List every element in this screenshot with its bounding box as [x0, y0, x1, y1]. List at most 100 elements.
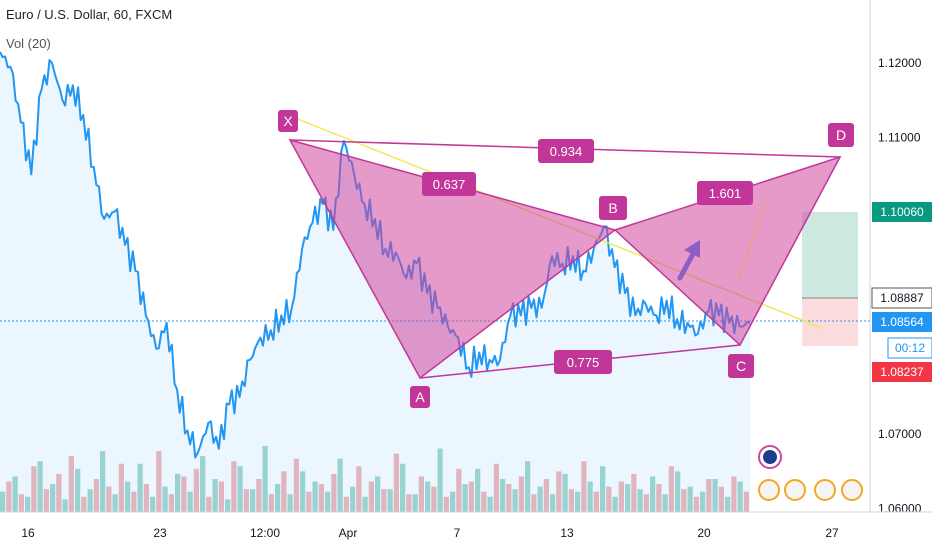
volume-bar	[650, 476, 656, 512]
volume-bar	[125, 481, 131, 512]
time-tick-label: 23	[153, 526, 167, 540]
volume-bar	[150, 496, 156, 512]
entry-price-tag: 1.08887	[871, 287, 932, 309]
volume-bar	[500, 479, 506, 512]
volume-bar	[212, 479, 218, 512]
svg-text:1.08887: 1.08887	[880, 291, 924, 305]
point-d[interactable]: D	[828, 123, 854, 147]
volume-bar	[581, 461, 587, 512]
svg-text:A: A	[415, 389, 425, 405]
volume-bar	[462, 484, 468, 512]
time-tick-label: 20	[697, 526, 711, 540]
profit-zone	[802, 212, 858, 298]
svg-text:C: C	[736, 358, 746, 374]
volume-bar	[62, 499, 68, 512]
svg-text:0.775: 0.775	[567, 355, 600, 370]
point-b[interactable]: B	[599, 196, 627, 220]
volume-bar	[343, 496, 349, 512]
volume-bar	[375, 476, 381, 512]
volume-bar	[637, 489, 643, 512]
volume-bar	[693, 496, 699, 512]
volume-bar	[712, 479, 718, 512]
volume-bar	[493, 463, 499, 512]
volume-bar	[6, 481, 12, 512]
volume-bar	[156, 451, 162, 512]
volume-bar	[237, 466, 243, 512]
volume-bar	[12, 476, 18, 512]
volume-bar	[437, 448, 443, 512]
svg-text:1.08564: 1.08564	[880, 315, 924, 329]
volume-bar	[487, 496, 493, 512]
volume-bar	[356, 466, 362, 512]
loss-zone	[802, 298, 858, 346]
volume-bar	[662, 494, 668, 512]
ratio-label-bd: 1.601	[697, 181, 753, 205]
countdown-tag: 00:12	[887, 337, 932, 359]
volume-bar	[743, 491, 749, 512]
point-c[interactable]: C	[728, 354, 754, 378]
volume-bar	[550, 494, 556, 512]
volume-bar	[618, 481, 624, 512]
volume-bar	[725, 496, 731, 512]
price-tick-label: 1.11000	[878, 130, 921, 144]
volume-bar	[718, 486, 724, 512]
economic-events[interactable]	[758, 445, 863, 501]
volume-bar	[312, 481, 318, 512]
volume-bar	[306, 491, 312, 512]
time-axis[interactable]	[0, 512, 932, 550]
ratio-label-ac: 0.775	[554, 350, 612, 374]
volume-bar	[425, 481, 431, 512]
price-axis[interactable]	[870, 0, 932, 512]
volume-bar	[200, 456, 206, 512]
volume-bar	[131, 491, 137, 512]
volume-bar	[350, 486, 356, 512]
time-tick-label: 16	[21, 526, 35, 540]
time-tick-label: Apr	[339, 526, 358, 540]
volume-bar	[225, 499, 231, 512]
svg-text:1.10060: 1.10060	[880, 205, 924, 219]
ratio-label-xd: 0.934	[538, 139, 594, 163]
volume-bar	[587, 481, 593, 512]
svg-text:00:12: 00:12	[895, 341, 925, 355]
volume-bar	[93, 479, 99, 512]
volume-bar	[368, 481, 374, 512]
up-arrow-icon	[677, 240, 700, 281]
volume-bar	[400, 463, 406, 512]
volume-bar	[81, 496, 87, 512]
volume-bar	[625, 484, 631, 512]
volume-bar	[687, 486, 693, 512]
volume-bar	[737, 481, 743, 512]
volume-bar	[537, 486, 543, 512]
volume-bar	[231, 461, 237, 512]
volume-bar	[181, 476, 187, 512]
volume-bar	[443, 496, 449, 512]
point-x[interactable]: X	[278, 110, 298, 132]
current-price-tag: 1.08564	[872, 312, 932, 332]
volume-bar	[250, 489, 256, 512]
event-us-icon	[784, 479, 806, 501]
volume-bar	[318, 484, 324, 512]
volume-bar	[300, 471, 306, 512]
volume-bar	[106, 486, 112, 512]
volume-bar	[50, 484, 56, 512]
projection-line	[737, 199, 767, 283]
volume-bar	[243, 489, 249, 512]
svg-text:B: B	[608, 200, 617, 216]
volume-bar	[643, 494, 649, 512]
point-a[interactable]: A	[410, 386, 430, 408]
volume-bar	[631, 473, 637, 512]
volume-bar	[731, 476, 737, 512]
time-tick-label: 12:00	[250, 526, 280, 540]
event-us-icon	[758, 479, 780, 501]
volume-bar	[268, 494, 274, 512]
volume-bar	[281, 471, 287, 512]
volume-bar	[556, 471, 562, 512]
volume-bar	[137, 463, 143, 512]
volume-bar	[31, 466, 37, 512]
volume-bar	[668, 466, 674, 512]
volume-bar	[543, 479, 549, 512]
volume-bars	[0, 446, 749, 512]
volume-bar	[525, 461, 531, 512]
volume-bar	[100, 451, 106, 512]
